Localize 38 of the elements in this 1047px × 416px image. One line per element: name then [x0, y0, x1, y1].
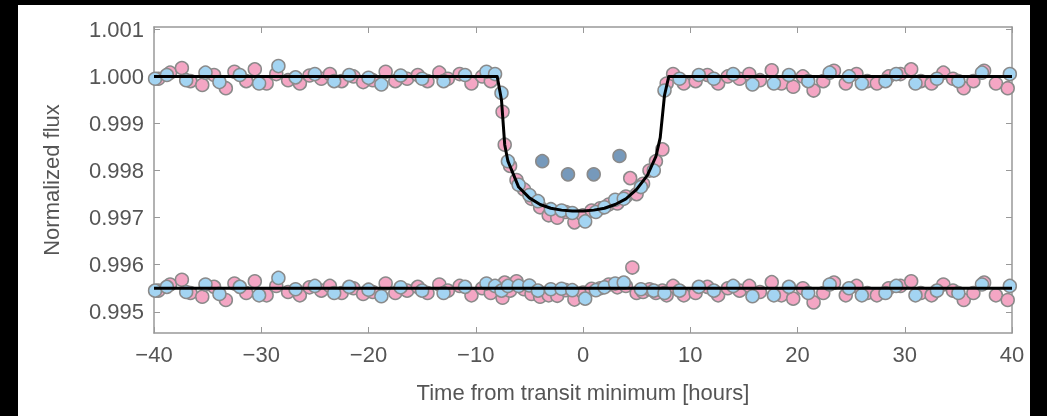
y-tick-label: 0.998: [88, 158, 144, 184]
point: [251, 288, 267, 303]
point: [271, 270, 286, 286]
x-axis-title: Time from transit minimum [hours]: [416, 379, 750, 405]
point: [577, 214, 593, 229]
y-tick-label: 0.995: [88, 299, 144, 325]
y-tick-label: 1.001: [88, 16, 144, 42]
point: [745, 77, 760, 92]
x-tick-label: 0: [576, 341, 590, 367]
point: [745, 289, 760, 304]
y-tick-label: 1.000: [88, 63, 144, 89]
point: [251, 76, 267, 91]
point: [560, 167, 576, 182]
x-tick-label: 30: [892, 341, 917, 367]
point: [535, 153, 550, 169]
y-tick-label: 0.996: [88, 252, 144, 278]
x-tick-label: 40: [999, 341, 1025, 367]
point: [374, 289, 389, 304]
x-tick-label: −20: [349, 341, 388, 367]
x-tick-label: −10: [457, 341, 495, 367]
point: [766, 288, 782, 303]
point: [854, 76, 870, 91]
point: [854, 288, 870, 303]
x-tick-label: 10: [678, 341, 703, 367]
x-tick-label: −40: [135, 341, 173, 367]
point: [577, 291, 593, 306]
x-tick-label: −30: [242, 341, 280, 367]
point: [271, 58, 286, 74]
y-tick-label: 0.997: [88, 205, 144, 231]
point: [374, 77, 389, 92]
x-tick-label: 20: [785, 341, 810, 367]
point: [908, 288, 923, 303]
y-tick-label: 0.999: [88, 111, 144, 137]
point: [612, 148, 627, 164]
point: [586, 167, 601, 182]
point: [908, 76, 923, 91]
point: [766, 76, 782, 91]
y-axis-title: Normalized flux: [38, 104, 64, 256]
